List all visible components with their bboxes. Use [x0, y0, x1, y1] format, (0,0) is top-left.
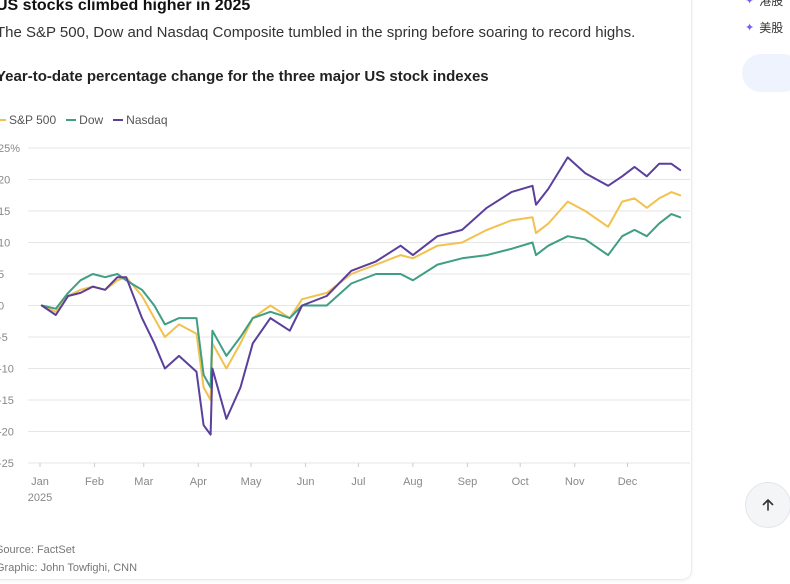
x-tick-label: Nov — [565, 476, 585, 488]
sparkle-icon: ✦ — [745, 0, 755, 7]
x-tick-year-label: 2025 — [28, 492, 52, 504]
chart-legend: S&P 500 Dow Nasdaq — [0, 113, 168, 127]
chart-heading: Year-to-date percentage change for the t… — [0, 68, 489, 85]
x-tick-label: Feb — [85, 476, 104, 488]
x-tick-label: Aug — [403, 476, 423, 488]
article-card — [0, 0, 692, 580]
x-tick-label: Apr — [190, 476, 207, 488]
arrow-up-icon — [762, 499, 774, 511]
legend-label-dow: Dow — [79, 113, 104, 127]
legend-label-sp500: S&P 500 — [9, 113, 57, 127]
y-tick-label: -5 — [0, 332, 8, 344]
article-title: US stocks climbed higher in 2025 — [0, 0, 251, 14]
sidebar-item-us-stocks[interactable]: ✦ 美股 — [745, 19, 783, 36]
sidebar-item-hk-stocks[interactable]: ✦ 港股 — [745, 0, 783, 9]
series-line-nasdaq — [40, 156, 682, 436]
sidebar-item-label: 美股 — [759, 21, 784, 35]
legend-label-nasdaq: Nasdaq — [126, 113, 168, 127]
y-tick-label: 10 — [0, 238, 10, 250]
source-note: Source: FactSet — [0, 544, 75, 556]
article-subtitle: The S&P 500, Dow and Nasdaq Composite tu… — [0, 24, 636, 41]
x-tick-label: Dec — [618, 476, 638, 488]
legend-swatch-dow — [66, 119, 77, 121]
series-line-dow — [40, 213, 682, 389]
x-tick-label: Jul — [351, 476, 365, 488]
sidebar-item-label: 港股 — [759, 0, 784, 8]
y-tick-label: 25% — [0, 143, 20, 155]
graphic-credit: Graphic: John Towfighi, CNN — [0, 562, 138, 574]
legend-swatch-sp500 — [0, 119, 6, 121]
y-tick-label: -10 — [0, 364, 14, 376]
legend-item-nasdaq: Nasdaq — [113, 113, 168, 127]
x-tick-label: Sep — [458, 476, 478, 488]
y-tick-label: 5 — [0, 269, 4, 281]
line-chart: 25% 20 15 10 5 0 -5 -10 -15 -20 -25 Jan Feb Mar Apr May… — [0, 143, 690, 504]
y-tick-label: 20 — [0, 175, 10, 187]
x-tick-label: Mar — [134, 476, 153, 488]
sparkle-icon: ✦ — [745, 22, 755, 34]
legend-item-sp500: S&P 500 — [0, 113, 56, 127]
x-tick-label: May — [241, 476, 262, 488]
legend-item-dow: Dow — [66, 113, 103, 127]
y-tick-label: 0 — [0, 301, 4, 313]
legend-swatch-nasdaq — [113, 119, 124, 121]
y-tick-label: -15 — [0, 395, 14, 407]
x-tick-label: Jan — [31, 476, 49, 488]
y-tick-label: -20 — [0, 427, 14, 439]
y-tick-label: -25 — [0, 458, 14, 470]
x-tick-label: Jun — [297, 476, 315, 488]
sidebar-pill-button[interactable] — [742, 54, 790, 92]
scroll-to-top-button[interactable] — [745, 482, 790, 528]
x-tick-label: Oct — [512, 476, 529, 488]
y-tick-label: 15 — [0, 206, 10, 218]
